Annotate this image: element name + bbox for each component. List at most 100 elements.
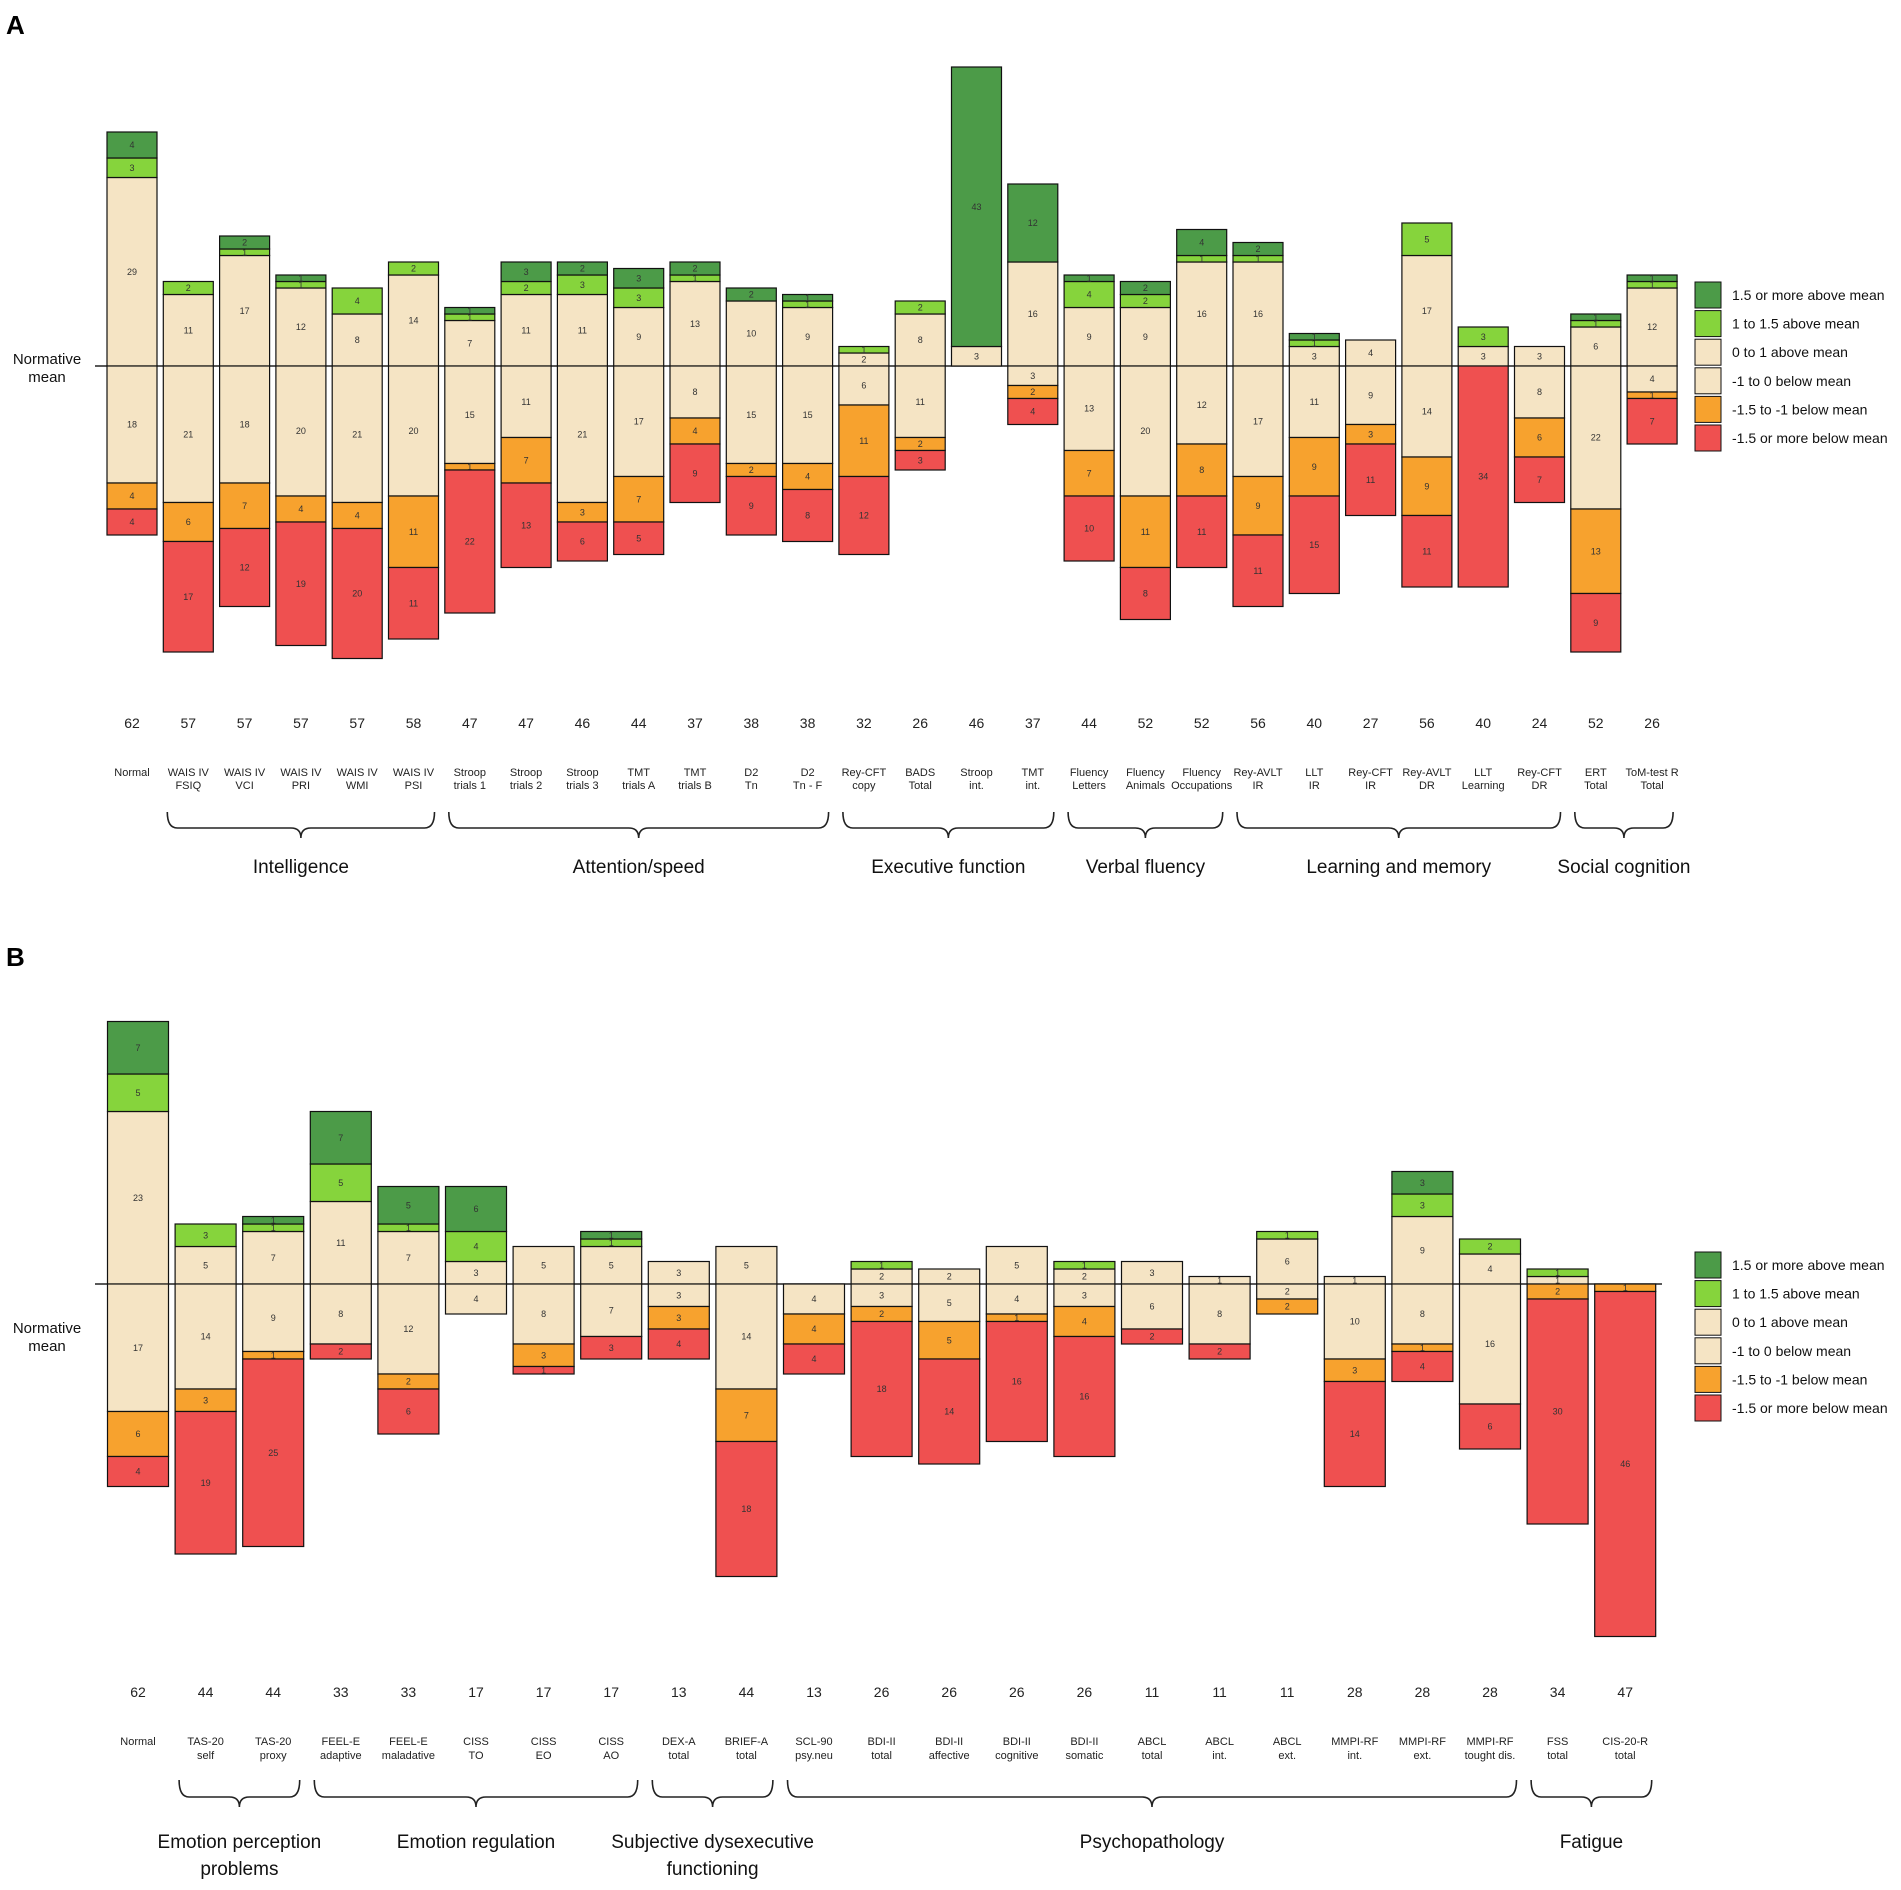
tick-label-b-12: BDI-II xyxy=(935,1736,963,1748)
legend-swatch-b-bm xyxy=(1694,1337,1722,1365)
bar-segment-a-0-0 xyxy=(106,131,158,159)
segment-label-a-26-2: 6 xyxy=(1593,342,1598,352)
segment-label-b-21-5: 30 xyxy=(1553,1407,1563,1417)
segment-label-a-17-4: 7 xyxy=(1087,468,1092,478)
tick-sublabel-a-13: copy xyxy=(852,780,876,792)
tick-sublabel-a-25: DR xyxy=(1532,780,1548,792)
tick-sublabel-a-9: trials A xyxy=(622,780,656,792)
tick-label-a-5: WAIS IV xyxy=(393,767,435,779)
segment-label-a-16-0: 12 xyxy=(1028,218,1038,228)
tick-sublabel-b-10: psy.neu xyxy=(795,1750,833,1762)
segment-label-b-8-5: 4 xyxy=(676,1339,681,1349)
panel-a-ylabel-line1: Normative xyxy=(13,351,81,368)
bar-segment-a-19-5 xyxy=(1176,495,1228,569)
n-label-a-27: 26 xyxy=(1644,715,1660,731)
bar-segment-a-3-3 xyxy=(275,365,327,497)
panel-a-legend: 1.5 or more above mean 1 to 1.5 above mea… xyxy=(1694,281,1888,452)
segment-label-b-2-0: 1 xyxy=(271,1215,276,1225)
bar-segment-a-4-5 xyxy=(331,527,383,660)
bar-segment-a-10-0 xyxy=(669,261,721,276)
tick-label-a-18: Fluency xyxy=(1126,767,1165,779)
bar-segment-a-4-2 xyxy=(331,313,383,367)
bar-segment-a-26-4 xyxy=(1570,508,1622,595)
segment-label-a-25-5: 7 xyxy=(1537,475,1542,485)
segment-label-b-10-5: 4 xyxy=(811,1354,816,1364)
tick-sublabel-a-5: PSI xyxy=(405,780,423,792)
group-bracket-b-4 xyxy=(1530,1779,1653,1808)
segment-label-a-6-2: 7 xyxy=(467,338,472,348)
tick-label-b-21: FSS xyxy=(1547,1736,1568,1748)
segment-label-b-19-2: 9 xyxy=(1420,1245,1425,1255)
segment-label-a-9-4: 7 xyxy=(636,494,641,504)
segment-label-a-20-2: 16 xyxy=(1253,309,1263,319)
legend-label-a-o: -1.5 to -1 below mean xyxy=(1732,401,1867,417)
panel-b-ylabel-line2: mean xyxy=(28,1338,66,1355)
tick-sublabel-b-12: affective xyxy=(929,1750,970,1762)
tick-label-a-4: WAIS IV xyxy=(337,767,379,779)
bar-segment-a-10-5 xyxy=(669,443,721,504)
segment-label-b-0-3: 17 xyxy=(133,1343,143,1353)
segment-label-b-4-2: 7 xyxy=(406,1253,411,1263)
bar-segment-a-8-0 xyxy=(556,261,609,276)
legend-swatch-b-b0 xyxy=(1694,1308,1722,1336)
bar-segment-a-14-1 xyxy=(894,300,946,315)
bar-segment-b-3-2 xyxy=(309,1200,372,1285)
bar-segment-a-27-5 xyxy=(1626,397,1678,445)
segment-label-b-14-1: 1 xyxy=(1082,1260,1087,1270)
tick-sublabel-b-17: ext. xyxy=(1278,1750,1296,1762)
segment-label-a-1-3: 21 xyxy=(183,429,193,439)
segment-label-a-22-3: 9 xyxy=(1368,390,1373,400)
bar-segment-a-7-4 xyxy=(500,436,552,484)
segment-label-a-0-0: 4 xyxy=(129,140,134,150)
segment-label-b-2-3: 9 xyxy=(271,1313,276,1323)
segment-label-b-21-2: 1 xyxy=(1555,1275,1560,1285)
bar-segment-b-8-5 xyxy=(647,1328,710,1360)
bar-segment-a-7-3 xyxy=(500,365,552,439)
group-bracket-b-0 xyxy=(178,1779,301,1808)
n-label-a-12: 38 xyxy=(800,715,816,731)
tick-label-b-13: BDI-II xyxy=(1003,1736,1031,1748)
bar-segment-b-16-3 xyxy=(1188,1283,1251,1345)
tick-sublabel-a-12: Tn - F xyxy=(793,780,823,792)
bar-segment-b-13-5 xyxy=(985,1320,1048,1443)
tick-label-b-6: CISS xyxy=(531,1736,557,1748)
group-label-b-2: Subjective dysexecutive xyxy=(611,1832,814,1853)
tick-sublabel-a-21: IR xyxy=(1309,780,1320,792)
segment-label-a-5-3: 20 xyxy=(408,426,418,436)
n-label-b-19: 28 xyxy=(1415,1684,1431,1700)
bar-segment-a-21-3 xyxy=(1288,365,1340,439)
legend-label-b-b0: 0 to 1 above mean xyxy=(1732,1314,1848,1330)
tick-label-a-9: TMT xyxy=(627,767,650,779)
segment-label-a-14-1: 2 xyxy=(918,303,923,313)
segment-label-b-20-1: 2 xyxy=(1487,1242,1492,1252)
group-label-a-1: Attention/speed xyxy=(573,857,705,878)
n-label-b-8: 13 xyxy=(671,1684,687,1700)
bar-segment-b-14-4 xyxy=(1053,1305,1116,1338)
segment-label-a-9-5: 5 xyxy=(636,533,641,543)
bar-segment-a-4-1 xyxy=(331,287,383,315)
segment-label-a-10-0: 2 xyxy=(692,264,697,274)
bar-segment-a-3-0 xyxy=(275,274,327,283)
tick-label-a-25: Rey-CFT xyxy=(1517,767,1562,779)
segment-label-a-20-0: 2 xyxy=(1255,244,1260,254)
tick-sublabel-a-18: Animals xyxy=(1126,780,1166,792)
n-label-b-9: 44 xyxy=(739,1684,755,1700)
bar-segment-a-12-5 xyxy=(781,488,834,543)
bar-segment-a-26-2 xyxy=(1570,326,1622,367)
bar-segment-a-18-3 xyxy=(1119,365,1172,497)
tick-label-b-19: MMPI-RF xyxy=(1399,1736,1446,1748)
bar-segment-a-6-5 xyxy=(444,469,496,614)
tick-label-b-4: FEEL-E xyxy=(389,1736,428,1748)
n-label-b-18: 28 xyxy=(1347,1684,1363,1700)
segment-label-a-14-4: 2 xyxy=(918,439,923,449)
bar-segment-a-25-3 xyxy=(1513,365,1566,419)
n-label-b-0: 62 xyxy=(130,1684,146,1700)
bar-segment-a-9-2 xyxy=(613,306,665,367)
segment-label-a-21-1: 1 xyxy=(1312,338,1317,348)
segment-label-a-10-4: 4 xyxy=(692,426,697,436)
segment-label-b-3-3: 8 xyxy=(338,1309,343,1319)
bar-segment-b-15-3 xyxy=(1120,1283,1184,1330)
segment-label-b-5-0: 6 xyxy=(473,1204,478,1214)
segment-label-b-0-5: 4 xyxy=(135,1467,140,1477)
bar-segment-a-14-3 xyxy=(894,365,946,439)
